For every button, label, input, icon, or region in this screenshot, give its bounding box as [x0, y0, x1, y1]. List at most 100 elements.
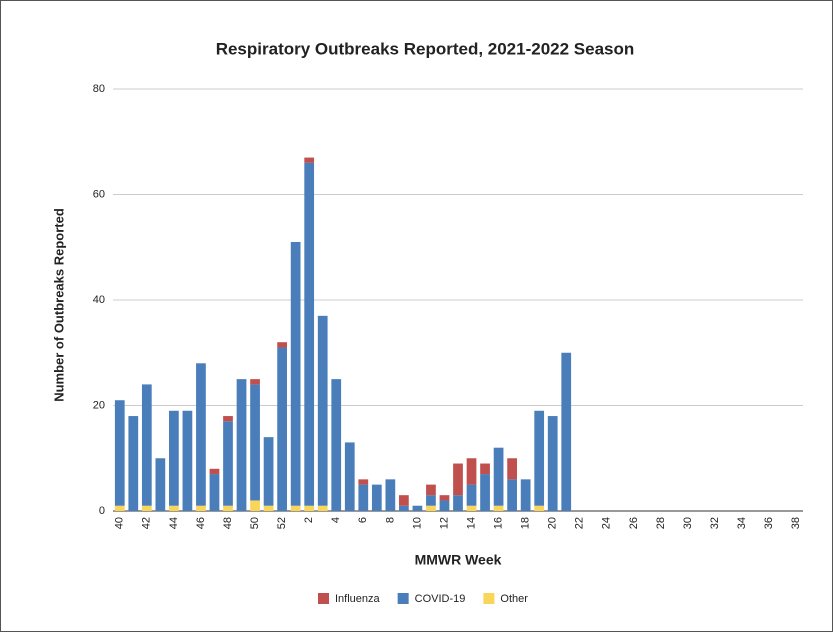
bar-segment [277, 342, 287, 348]
bar-segment [358, 479, 369, 485]
bar-segment [141, 384, 152, 506]
chart-title: Respiratory Outbreaks Reported, 2021-202… [216, 39, 635, 58]
bar-segment [358, 484, 369, 511]
x-tick-label: 16 [492, 517, 504, 529]
x-tick-label: 50 [249, 517, 261, 529]
bar-segment [317, 315, 328, 506]
bar-segment [439, 495, 450, 501]
x-tick-label: 20 [547, 517, 559, 529]
x-tick-label: 52 [276, 517, 288, 529]
bar-segment [263, 505, 274, 511]
x-tick-label: 36 [763, 517, 775, 529]
bar-segment [344, 442, 355, 511]
x-tick-label: 8 [384, 517, 396, 523]
bar-segment [439, 500, 450, 511]
bar-segment [141, 505, 152, 511]
legend-swatch [397, 593, 409, 604]
bar-segment [304, 157, 315, 163]
y-tick-label: 40 [93, 294, 105, 306]
bar-segment [114, 505, 125, 511]
bar-segment [304, 505, 315, 511]
bar-segment [250, 379, 260, 385]
bar-segment [317, 505, 328, 511]
bar-segment [480, 474, 490, 511]
bar-segment [277, 347, 287, 511]
x-tick-label: 46 [195, 517, 207, 529]
bar-segment [561, 352, 572, 511]
bar-segment [547, 416, 558, 511]
x-tick-label: 42 [141, 517, 153, 529]
x-tick-label: 12 [438, 517, 450, 529]
bar-segment [493, 505, 504, 511]
bar-segment [453, 463, 463, 496]
x-tick-label: 28 [655, 517, 667, 529]
bar-segment [223, 416, 233, 422]
bar-segment [169, 505, 179, 511]
bar-segment [209, 468, 220, 475]
bar-segment [223, 421, 233, 506]
bar-segment [290, 505, 301, 511]
bar-segment [466, 458, 477, 485]
bar-segment [507, 479, 517, 511]
bar-segment [196, 505, 206, 511]
x-tick-label: 40 [114, 517, 126, 529]
bar-segment [290, 241, 301, 506]
y-tick-label: 80 [93, 83, 105, 95]
bar-segment [412, 505, 423, 511]
bar-segment [114, 400, 125, 506]
bar-segment [236, 379, 247, 511]
bar-segment [128, 416, 139, 511]
bar-segment [250, 384, 260, 501]
x-tick-label: 6 [357, 517, 369, 523]
bar-segment [209, 474, 220, 511]
bar-segment [250, 500, 260, 511]
x-tick-label: 22 [574, 517, 586, 529]
y-tick-label: 0 [99, 505, 105, 517]
x-tick-label: 38 [790, 517, 802, 529]
bar-segment [196, 363, 206, 506]
x-tick-label: 44 [168, 517, 180, 529]
bar-segment [371, 484, 382, 511]
bar-segment [426, 495, 436, 506]
legend-label: Influenza [335, 593, 381, 605]
bar-segment [223, 505, 233, 511]
bar-segment [453, 495, 463, 511]
bar-segment [426, 505, 436, 511]
legend-label: COVID-19 [415, 593, 466, 605]
x-axis-label: MMWR Week [415, 552, 502, 568]
x-tick-label: 30 [682, 517, 694, 529]
x-tick-label: 32 [709, 517, 721, 529]
bar-segment [466, 484, 477, 506]
y-tick-label: 60 [93, 188, 105, 200]
x-tick-label: 48 [222, 517, 234, 529]
x-tick-label: 24 [601, 517, 613, 529]
y-tick-label: 20 [93, 399, 105, 411]
bar-segment [399, 505, 409, 511]
bar-segment [182, 410, 193, 511]
bar-segment [169, 410, 179, 506]
bar-segment [480, 463, 490, 475]
bar-segment [534, 410, 545, 506]
bar-segment [493, 447, 504, 506]
x-tick-label: 10 [411, 517, 423, 529]
y-axis-label: Number of Outbreaks Reported [51, 208, 66, 402]
bar-segment [263, 437, 274, 506]
legend-swatch [483, 593, 495, 604]
bar-segment [520, 479, 531, 511]
bar-segment [534, 505, 545, 511]
x-tick-label: 34 [736, 517, 748, 529]
legend-swatch [318, 593, 329, 604]
bar-segment [155, 458, 166, 511]
bar-segment [331, 379, 342, 511]
x-tick-label: 14 [465, 517, 477, 529]
bar-segment [385, 479, 396, 511]
bar-segment [426, 484, 436, 496]
legend-label: Other [500, 593, 528, 605]
bar-segment [507, 458, 517, 480]
x-tick-label: 2 [303, 517, 315, 523]
bar-segment [304, 162, 315, 506]
bar-segment [466, 505, 477, 511]
bar-segment [399, 495, 409, 506]
